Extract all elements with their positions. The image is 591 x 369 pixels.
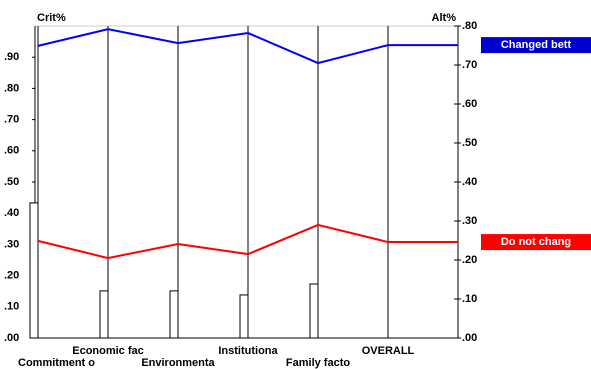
bar	[239, 294, 249, 339]
y-tick-label: .00	[4, 332, 19, 344]
legend-swatch	[481, 37, 591, 54]
y-tick-label: .80	[4, 82, 19, 94]
y-tick-label: .40	[4, 207, 19, 219]
bar	[169, 290, 179, 339]
y2-tick-label: .10	[462, 293, 477, 305]
legend-swatch	[481, 234, 591, 251]
y-tick-label: .30	[4, 238, 19, 250]
y-tick-label: .20	[4, 270, 19, 282]
y-tick-label: .60	[4, 145, 19, 157]
y2-tick-label: .40	[462, 176, 477, 188]
series-line	[37, 28, 389, 65]
bar	[29, 202, 39, 339]
y2-tick-label: .80	[462, 20, 477, 32]
y2-axis-title: Alt%	[432, 12, 457, 24]
y-tick-label: .50	[4, 176, 19, 188]
x-tick-label: Family facto	[286, 357, 350, 369]
x-tick-label: Institutiona	[218, 345, 278, 357]
y-tick-label: .70	[4, 114, 19, 126]
x-tick-label: Environmenta	[141, 357, 215, 369]
y-tick-label: .90	[4, 51, 19, 63]
y2-tick-label: .30	[462, 215, 477, 227]
y-tick-label: .10	[4, 301, 19, 313]
y2-tick-label: .20	[462, 254, 477, 266]
legend-label: Changed bett	[501, 39, 572, 51]
x-tick-label: OVERALL	[362, 345, 415, 357]
y-axis-title: Crit%	[37, 12, 66, 24]
x-tick-label: Commitment o	[18, 357, 95, 369]
bar	[309, 283, 319, 339]
series-line	[37, 223, 389, 260]
bar	[99, 290, 109, 339]
y2-tick-label: .70	[462, 59, 477, 71]
legend-label: Do not chang	[501, 236, 571, 248]
y2-tick-label: .60	[462, 98, 477, 110]
x-tick-label: Economic fac	[72, 345, 144, 357]
y2-tick-label: .50	[462, 137, 477, 149]
y2-tick-label: .00	[462, 332, 477, 344]
